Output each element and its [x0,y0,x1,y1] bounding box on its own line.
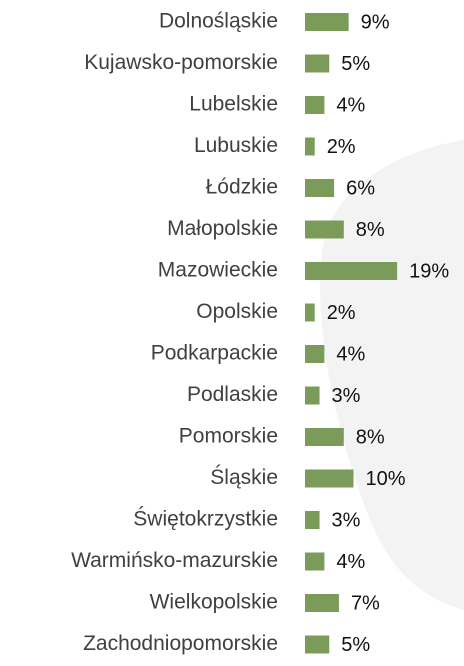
value-label: 6% [346,177,375,199]
value-label: 4% [336,343,365,365]
value-label: 3% [332,385,361,407]
bar [305,179,335,197]
bar [305,13,349,31]
bar [305,345,325,363]
value-label: 2% [327,136,356,158]
category-label: Świętokrzystkie [133,507,278,531]
bar [305,511,320,529]
value-label: 5% [341,53,370,75]
category-label: Kujawsko-pomorskie [84,51,278,74]
bar [305,54,330,73]
bar [305,428,344,446]
category-label: Mazowieckie [158,259,278,282]
category-label: Łódzkie [206,176,278,199]
category-label: Lubelskie [189,93,278,116]
value-label: 7% [351,592,380,614]
category-label: Podkarpackie [151,342,278,365]
category-label: Dolnośląskie [159,10,278,33]
bar [305,303,315,322]
value-label: 2% [327,302,356,324]
category-label: Warmińsko-mazurskie [71,549,278,572]
bar [305,594,339,612]
bar [305,552,325,571]
bar [305,635,330,654]
value-label: 8% [356,219,385,241]
value-label: 19% [409,260,449,282]
bar [305,96,325,114]
bar [305,262,398,280]
value-label: 8% [356,426,385,448]
category-label: Śląskie [210,465,278,489]
category-label: Wielkopolskie [150,591,278,614]
bar [305,386,320,405]
category-label: Zachodniopomorskie [83,632,278,655]
background-shape [320,140,464,610]
value-label: 4% [336,551,365,573]
value-label: 5% [341,634,370,656]
bar [305,137,315,156]
category-label: Podlaskie [187,383,278,406]
category-label: Małopolskie [167,217,278,240]
value-label: 3% [332,509,361,531]
value-label: 10% [366,468,406,490]
value-label: 4% [336,94,365,116]
bar [305,220,344,239]
bar [305,469,354,488]
category-label: Lubuskie [194,134,278,157]
value-label: 9% [361,11,390,33]
category-label: Opolskie [196,300,278,323]
category-label: Pomorskie [179,425,278,448]
